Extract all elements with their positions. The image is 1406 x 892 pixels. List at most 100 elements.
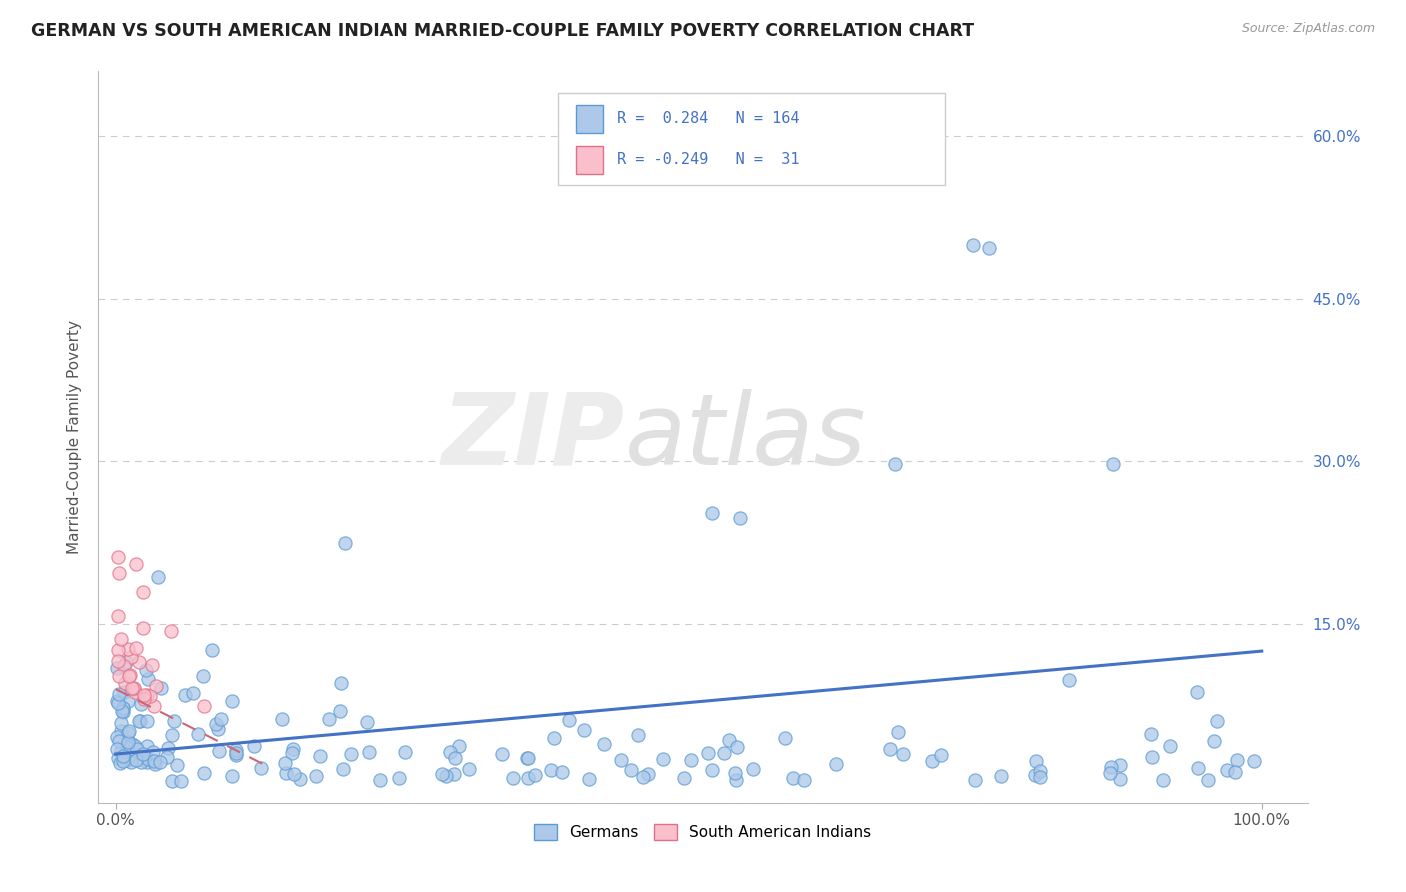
Point — [1142, 750, 1164, 764]
Point — [551, 765, 574, 780]
Point — [1101, 457, 1123, 471]
Point — [108, 756, 131, 771]
Point — [1243, 754, 1265, 768]
Point — [225, 748, 247, 763]
Point — [782, 772, 804, 786]
Point — [136, 755, 159, 769]
Point — [117, 726, 139, 740]
Point — [149, 755, 172, 769]
Point — [962, 237, 984, 252]
Point — [543, 731, 565, 746]
Point — [163, 714, 186, 728]
Point — [963, 772, 986, 787]
Point — [107, 643, 129, 657]
Point — [208, 744, 231, 758]
Point — [132, 747, 155, 761]
Point — [517, 750, 540, 764]
Point — [370, 773, 392, 788]
Point — [124, 685, 146, 699]
Point — [128, 714, 150, 728]
Point — [243, 739, 266, 754]
Point — [139, 690, 162, 704]
Point — [1226, 753, 1249, 767]
Point — [1057, 673, 1080, 688]
Point — [166, 757, 188, 772]
Point — [105, 730, 128, 744]
Point — [181, 686, 204, 700]
Point — [741, 762, 763, 776]
Point — [149, 681, 172, 696]
Point — [221, 769, 243, 783]
Point — [110, 715, 132, 730]
Point — [274, 756, 297, 770]
Point — [394, 745, 416, 759]
Point — [124, 739, 146, 753]
Point — [173, 688, 195, 702]
Point — [523, 768, 546, 782]
Point — [135, 663, 157, 677]
Point — [187, 727, 209, 741]
Point — [1223, 764, 1246, 779]
Point — [328, 704, 350, 718]
Point — [136, 672, 159, 686]
Text: R =  0.284   N = 164: R = 0.284 N = 164 — [617, 112, 800, 127]
Point — [121, 681, 143, 695]
Point — [1204, 734, 1226, 748]
Point — [1024, 767, 1046, 781]
Point — [122, 682, 145, 697]
Point — [931, 747, 953, 762]
Point — [142, 746, 165, 760]
Text: Source: ZipAtlas.com: Source: ZipAtlas.com — [1241, 22, 1375, 36]
Point — [631, 771, 654, 785]
Point — [124, 641, 146, 656]
Point — [1108, 758, 1130, 772]
Point — [572, 723, 595, 737]
Point — [118, 724, 141, 739]
Point — [288, 772, 311, 786]
Text: atlas: atlas — [624, 389, 866, 485]
Point — [193, 669, 215, 683]
Point — [713, 747, 735, 761]
FancyBboxPatch shape — [576, 105, 603, 133]
Point — [118, 669, 141, 683]
Point — [105, 741, 128, 756]
Point — [132, 688, 155, 702]
Legend: Germans, South American Indians: Germans, South American Indians — [529, 818, 877, 847]
Point — [333, 535, 356, 549]
Point — [112, 658, 135, 673]
Point — [388, 772, 411, 786]
Point — [114, 675, 136, 690]
Point — [107, 549, 129, 564]
FancyBboxPatch shape — [558, 94, 945, 185]
Point — [540, 764, 562, 778]
Point — [115, 655, 138, 669]
Point — [124, 753, 146, 767]
Point — [886, 725, 908, 739]
Point — [136, 739, 159, 753]
Point — [673, 771, 696, 785]
Point — [516, 772, 538, 786]
Point — [728, 511, 751, 525]
Point — [132, 584, 155, 599]
Point — [117, 735, 139, 749]
Point — [110, 723, 132, 738]
Point — [1152, 773, 1174, 788]
Point — [1029, 764, 1052, 778]
Point — [136, 752, 159, 766]
Point — [121, 737, 143, 751]
Point — [132, 621, 155, 635]
Point — [681, 753, 703, 767]
Point — [117, 752, 139, 766]
Point — [125, 558, 148, 572]
Point — [884, 457, 907, 471]
Point — [620, 763, 643, 777]
Point — [143, 699, 166, 714]
Point — [283, 766, 305, 780]
Point — [120, 755, 142, 769]
Point — [773, 731, 796, 746]
Point — [1140, 727, 1163, 741]
Point — [700, 507, 723, 521]
Point — [879, 742, 901, 756]
Point — [308, 748, 330, 763]
Point — [1185, 685, 1208, 699]
